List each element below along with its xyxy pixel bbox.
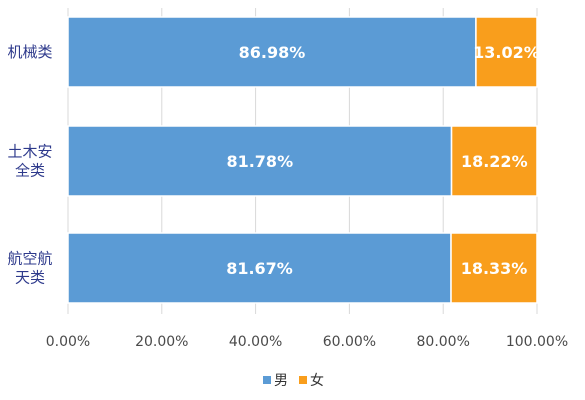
bars: 86.98% 13.02% 81.78% 18.22% 81.67% 18.33% bbox=[67, 16, 540, 304]
x-tick-label: 60.00% bbox=[323, 334, 376, 350]
bar-segment bbox=[450, 125, 538, 197]
data-label: 18.33% bbox=[461, 259, 528, 278]
x-tick-label: 80.00% bbox=[417, 334, 470, 350]
data-label: 18.22% bbox=[461, 152, 528, 171]
bar-segment bbox=[450, 232, 538, 304]
category-label: 全类 bbox=[15, 162, 45, 180]
legend-label: 女 bbox=[310, 372, 324, 389]
category-label: 机械类 bbox=[7, 43, 52, 61]
x-tick-label: 40.00% bbox=[229, 334, 282, 350]
bar-segment bbox=[475, 16, 538, 88]
x-tick-label: 20.00% bbox=[135, 334, 188, 350]
category-label: 土木安 bbox=[7, 143, 52, 161]
legend-label: 男 bbox=[274, 373, 288, 389]
data-label: 81.67% bbox=[226, 259, 293, 278]
legend-swatch bbox=[263, 376, 271, 384]
category-label: 航空航 bbox=[7, 250, 52, 268]
bar-segment bbox=[67, 232, 452, 304]
legend-swatch bbox=[299, 376, 307, 384]
x-tick-labels: 0.00% 20.00% 40.00% 60.00% 80.00% 100.00% bbox=[46, 334, 568, 350]
data-label: 86.98% bbox=[239, 43, 306, 62]
legend: 男女 bbox=[263, 372, 324, 389]
category-label: 天类 bbox=[15, 269, 45, 287]
x-tick-label: 100.00% bbox=[506, 334, 568, 350]
data-label: 81.78% bbox=[226, 152, 293, 171]
x-tick-label: 0.00% bbox=[46, 334, 90, 350]
data-label: 13.02% bbox=[473, 43, 540, 62]
bar-segment bbox=[67, 16, 477, 88]
